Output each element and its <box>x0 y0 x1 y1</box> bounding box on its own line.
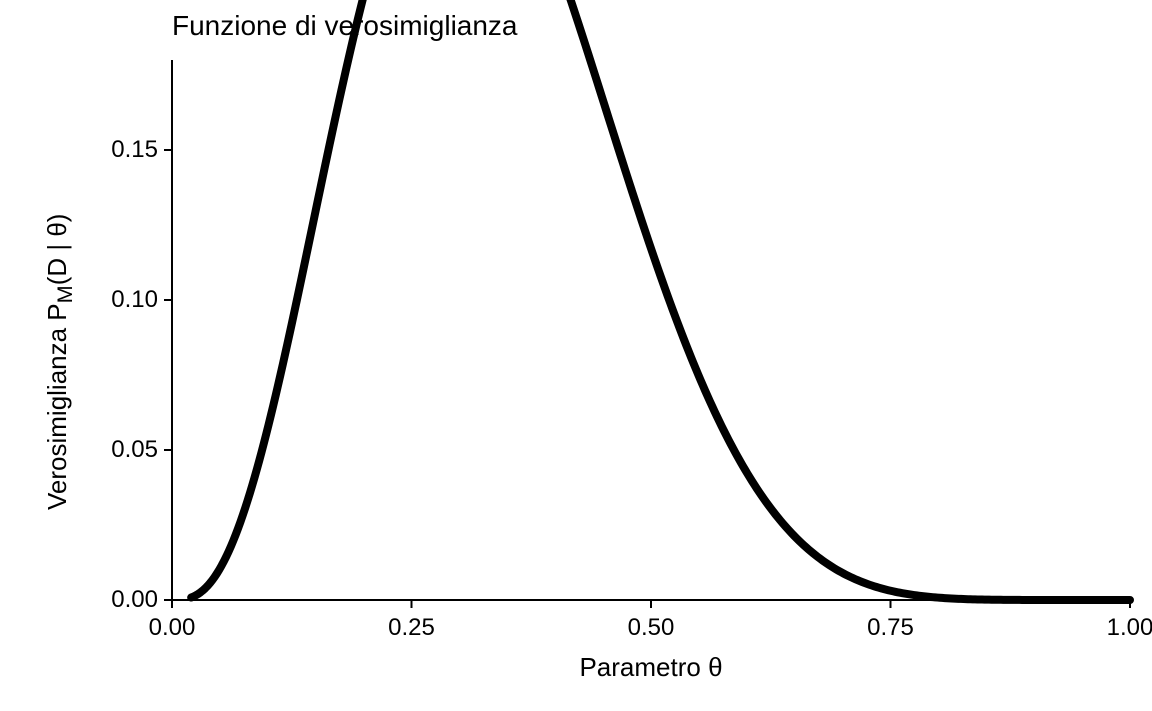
x-tick-label: 1.00 <box>1107 614 1152 642</box>
y-tick-label: 0.00 <box>111 586 158 614</box>
x-axis-label: Parametro θ <box>579 652 722 683</box>
y-tick-label: 0.15 <box>111 136 158 164</box>
x-tick-label: 0.00 <box>149 614 196 642</box>
y-tick-label: 0.10 <box>111 286 158 314</box>
y-tick-label: 0.05 <box>111 436 158 464</box>
x-tick-label: 0.75 <box>867 614 914 642</box>
x-tick-label: 0.25 <box>388 614 435 642</box>
x-tick-label: 0.50 <box>628 614 675 642</box>
axis-lines <box>172 60 1130 600</box>
y-axis-label-sub: M <box>52 285 77 303</box>
y-axis-label-post: (D | θ) <box>42 214 72 286</box>
chart-svg <box>0 0 1152 711</box>
x-axis-label-text: Parametro θ <box>579 652 722 682</box>
likelihood-chart: Funzione di verosimiglianza Parametro θ … <box>0 0 1152 711</box>
y-axis-label-pre: Verosimiglianza P <box>42 303 72 510</box>
y-axis-label: Verosimiglianza PM(D | θ) <box>42 214 78 510</box>
likelihood-curve <box>191 0 1130 600</box>
